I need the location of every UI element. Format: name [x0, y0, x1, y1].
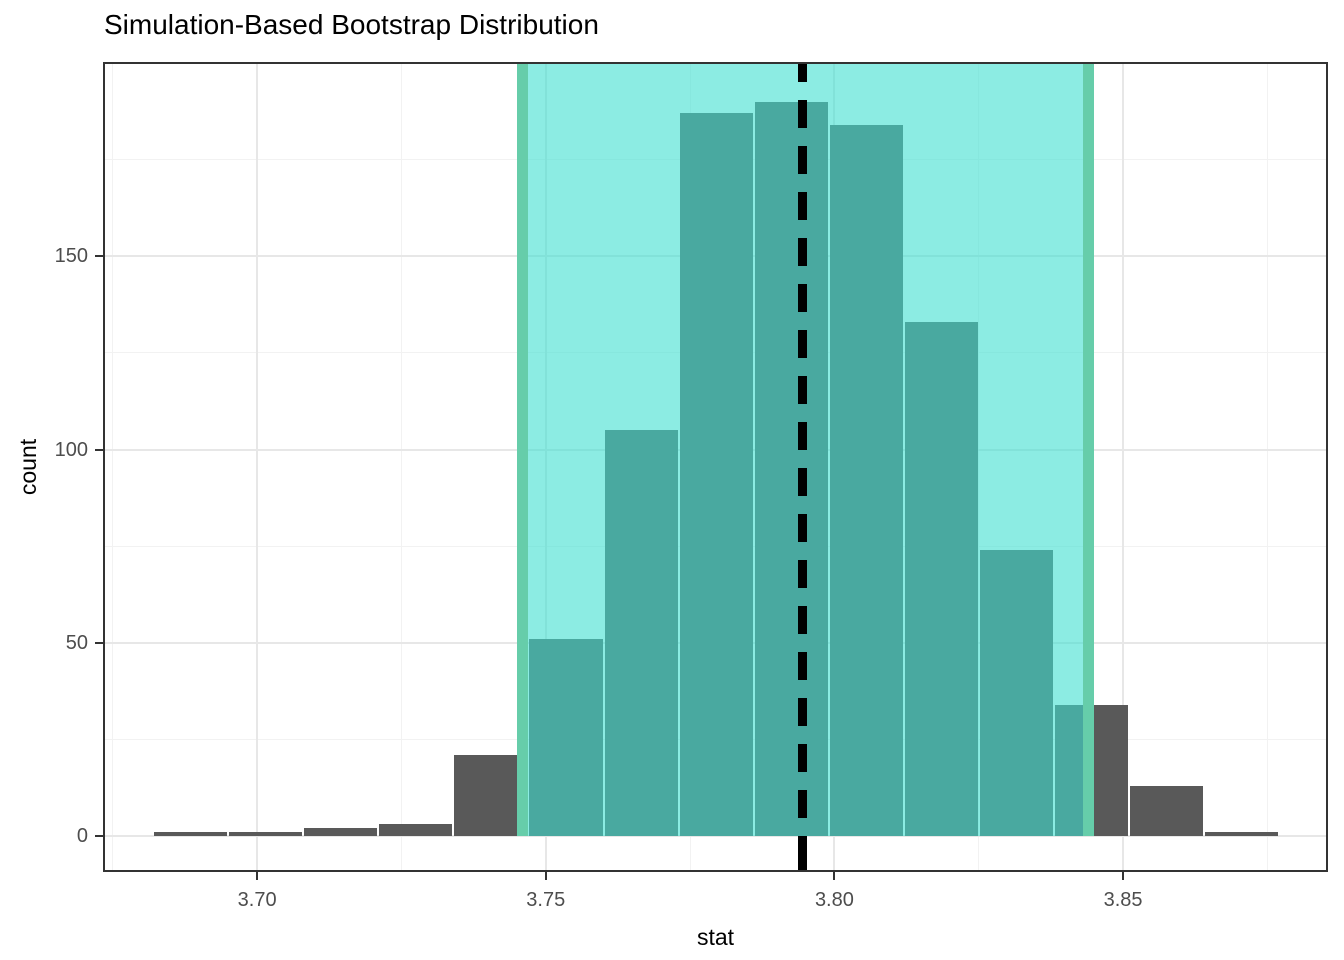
gridline-x-minor — [400, 62, 402, 872]
histogram-bar — [304, 828, 378, 837]
ci-lower-line — [517, 62, 529, 837]
gridline-x-minor — [112, 62, 114, 872]
y-tick-mark — [95, 448, 103, 451]
histogram-bar — [154, 832, 228, 837]
x-tick-mark — [544, 872, 547, 880]
gridline-x-major — [1122, 62, 1125, 872]
y-tick-label: 0 — [76, 825, 88, 848]
ci-upper-line — [1082, 62, 1094, 837]
histogram-bar — [1204, 832, 1278, 837]
plot-panel — [103, 62, 1328, 872]
x-tick-label: 3.75 — [526, 889, 566, 911]
x-axis-title: stat — [696, 924, 735, 950]
histogram-bar — [379, 824, 453, 837]
gridline-x-minor — [1266, 62, 1268, 872]
x-tick-label: 3.85 — [1103, 889, 1143, 911]
histogram-bar — [229, 832, 303, 837]
y-tick-label: 50 — [65, 631, 88, 654]
y-tick-mark — [95, 835, 103, 838]
y-tick-label: 100 — [54, 438, 88, 461]
y-tick-label: 150 — [54, 245, 88, 268]
histogram-bar — [454, 754, 528, 837]
x-tick-mark — [1122, 872, 1125, 880]
y-tick-mark — [95, 641, 103, 644]
histogram-bar — [1129, 785, 1203, 837]
gridline-x-major — [256, 62, 259, 872]
plot-title: Simulation-Based Bootstrap Distribution — [104, 9, 599, 40]
point-estimate-line — [798, 62, 808, 872]
x-tick-mark — [833, 872, 836, 880]
gridline-y-major — [103, 835, 1328, 838]
y-tick-mark — [95, 255, 103, 258]
y-axis-title: count — [15, 438, 41, 496]
x-tick-label: 3.70 — [237, 889, 277, 911]
x-tick-mark — [256, 872, 259, 880]
x-tick-label: 3.80 — [814, 889, 854, 911]
